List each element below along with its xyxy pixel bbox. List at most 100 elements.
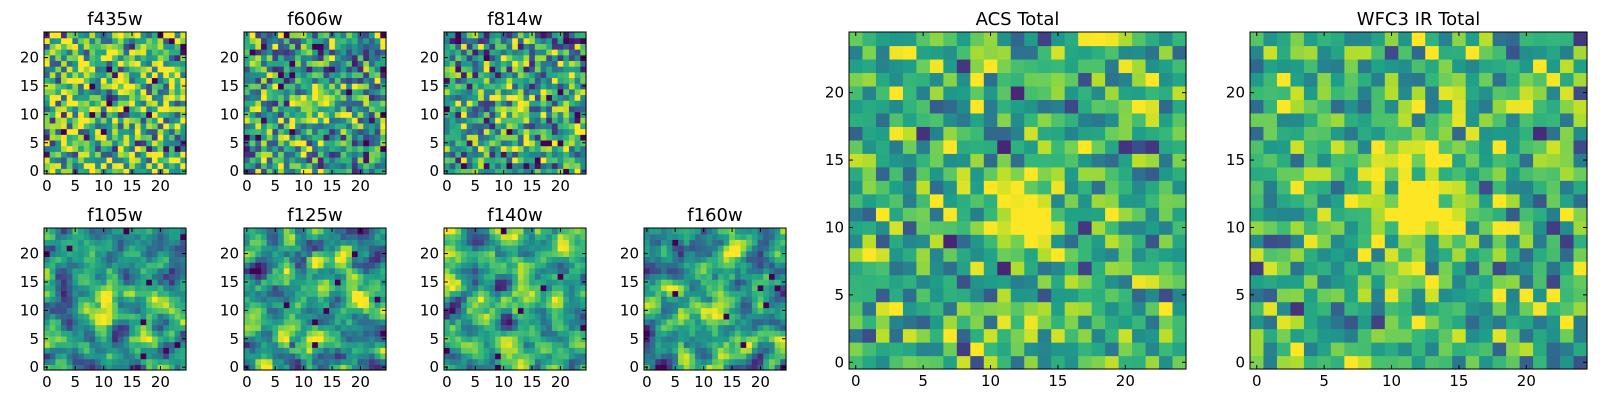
heatmap-cell (568, 358, 576, 365)
heatmap-cell (534, 94, 542, 101)
heatmap-cell (472, 49, 479, 56)
heatmap-cell (295, 105, 302, 113)
heatmap-cell (1145, 355, 1160, 370)
heatmap-cell (740, 324, 747, 331)
heatmap-cell (956, 247, 971, 262)
heatmap-cell (534, 49, 542, 56)
heatmap-cell (100, 239, 108, 246)
heatmap-cell (580, 284, 587, 292)
heatmap-cell (374, 352, 381, 360)
heatmap-cell (983, 247, 998, 262)
heatmap-cell (875, 288, 891, 303)
heatmap-cell (546, 122, 553, 130)
heatmap-cell (106, 77, 113, 84)
heatmap-cell (266, 94, 273, 101)
heatmap-cell (249, 88, 256, 96)
heatmap-cell (66, 233, 73, 240)
heatmap-cell (289, 105, 296, 113)
heatmap-cell (706, 239, 713, 246)
heatmap-cell (1024, 328, 1039, 343)
heatmap-cell (546, 262, 553, 269)
heatmap-cell (916, 220, 931, 235)
heatmap-cell (368, 239, 376, 246)
heatmap-cell (1132, 220, 1147, 235)
heatmap-cell (351, 145, 359, 152)
heatmap-cell (723, 352, 730, 360)
heatmap-cell (283, 37, 291, 44)
heatmap-cell (83, 122, 91, 130)
heatmap-cell (466, 347, 473, 354)
heatmap-cell (706, 267, 713, 275)
heatmap-cell (580, 290, 587, 297)
heatmap-cell (672, 324, 679, 331)
heatmap-cell (255, 94, 262, 101)
heatmap-cell (655, 358, 662, 365)
heatmap-cell (174, 250, 181, 257)
heatmap-cell (340, 301, 347, 309)
heatmap-cell (146, 228, 153, 235)
heatmap-cell (323, 358, 330, 365)
heatmap-cell (380, 32, 387, 39)
heatmap-cell (461, 347, 468, 354)
y-tick-label: 5 (429, 134, 439, 152)
heatmap-cell (261, 318, 268, 326)
heatmap-cell (655, 307, 662, 314)
heatmap-cell (123, 256, 130, 263)
heatmap-cell (683, 228, 691, 235)
heatmap-cell (472, 352, 479, 360)
heatmap-cell (244, 347, 251, 354)
heatmap-cell (574, 156, 581, 164)
heatmap-cell (168, 335, 176, 343)
heatmap-cell (580, 341, 587, 348)
heatmap-cell (700, 250, 708, 257)
heatmap-cell (306, 49, 313, 56)
heatmap-cell (483, 168, 491, 175)
heatmap-cell (278, 273, 285, 280)
heatmap-cell (495, 111, 502, 118)
heatmap-cell (255, 71, 262, 79)
heatmap-cell (261, 245, 268, 252)
heatmap-cell (140, 37, 147, 44)
heatmap-cell (875, 274, 891, 289)
heatmap-cell (500, 71, 508, 79)
heatmap-cell (483, 122, 491, 130)
heatmap-cell (140, 83, 147, 90)
heatmap-cell (346, 168, 353, 175)
heatmap-cell (95, 37, 102, 44)
heatmap-cell (774, 301, 781, 309)
heatmap-cell (666, 228, 673, 235)
heatmap-cell (506, 32, 513, 39)
heatmap-cell (374, 364, 381, 371)
heatmap-cell (529, 279, 536, 286)
heatmap-cell (283, 111, 291, 118)
heatmap-cell (117, 301, 125, 309)
axes-frame (443, 227, 587, 371)
heatmap-cell (1051, 274, 1066, 289)
y-tick-label: 0 (29, 162, 39, 180)
heatmap-cell (329, 245, 336, 252)
heatmap-cell (146, 239, 153, 246)
heatmap-cell (534, 122, 542, 130)
heatmap-cell (495, 313, 502, 320)
heatmap-cell (706, 364, 713, 371)
heatmap-cell (466, 71, 473, 79)
heatmap-cell (512, 122, 519, 130)
heatmap-cell (529, 145, 536, 152)
heatmap-cell (134, 105, 142, 113)
heatmap-cell (1024, 301, 1039, 316)
heatmap-cell (563, 250, 570, 257)
heatmap-cell (329, 279, 336, 286)
heatmap-cell (289, 49, 296, 56)
heatmap-cell (334, 54, 342, 61)
heatmap-cell (249, 307, 256, 314)
heatmap-cell (329, 318, 336, 326)
heatmap-cell (444, 151, 451, 158)
heatmap-cell (323, 267, 330, 275)
heatmap-cell (306, 117, 313, 124)
heatmap-cell (261, 100, 268, 107)
heatmap-cell (523, 71, 530, 79)
heatmap-cell (517, 250, 525, 257)
heatmap-cell (523, 284, 530, 292)
heatmap-cell (546, 111, 553, 118)
heatmap-cell (129, 49, 136, 56)
